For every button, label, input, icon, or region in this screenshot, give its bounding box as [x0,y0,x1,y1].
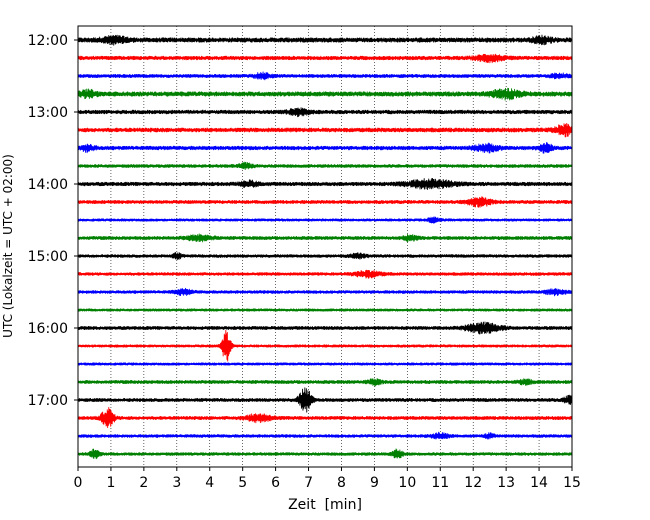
x-tick-label: 13 [497,475,515,491]
plot-background [78,26,572,467]
seismic-trace [77,107,573,118]
x-tick-label: 3 [172,475,181,491]
seismic-trace [77,71,573,81]
seismic-trace [77,233,573,243]
y-tick-label: 15:00 [28,249,68,265]
x-tick-label: 4 [205,475,214,491]
seismic-trace [77,123,573,138]
seismic-trace [77,177,573,190]
x-tick-label: 14 [530,475,548,491]
y-axis: 12:00 13:00 14:00 15:00 16:00 17:00 [28,33,78,409]
x-tick-label: 15 [563,475,581,491]
seismic-trace [77,329,573,362]
trace-group [77,34,573,460]
x-tick-label: 0 [74,475,83,491]
seismic-trace [77,431,573,440]
y-tick-label: 13:00 [28,105,68,121]
x-tick-label: 11 [431,475,449,491]
plot-frame [77,25,573,468]
seismic-trace [77,362,573,366]
x-tick-label: 8 [337,475,346,491]
seismic-trace [77,321,573,335]
x-tick-label: 5 [238,475,247,491]
seismic-trace [77,34,573,46]
seismic-trace [77,378,573,387]
seismic-trace [77,87,573,101]
x-tick-label: 10 [398,475,416,491]
x-axis: 0 1 2 3 4 5 6 7 8 9 10 11 12 13 14 15 [74,467,581,491]
seismic-trace [77,269,573,279]
seismic-trace [77,216,573,224]
x-axis-label: Zeit [min] [288,497,362,513]
seismic-trace [77,142,573,154]
y-axis-label: UTC (Lokalzeit = UTC + 02:00) [1,154,15,338]
x-tick-label: 9 [370,475,379,491]
x-tick-label: 1 [106,475,115,491]
y-tick-label: 17:00 [28,393,68,409]
seismic-trace [77,448,573,460]
x-tick-label: 6 [271,475,280,491]
seismic-trace [77,287,573,297]
seismic-trace [77,308,573,312]
seismic-trace [77,53,573,64]
seismic-trace [77,161,573,171]
y-tick-label: 14:00 [28,177,68,193]
y-tick-label: 16:00 [28,321,68,337]
x-tick-label: 7 [304,475,313,491]
seismic-trace [77,407,573,428]
x-tick-label: 2 [139,475,148,491]
x-tick-label: 12 [464,475,482,491]
y-tick-label: 12:00 [28,33,68,49]
seismic-trace [77,387,573,413]
seismic-trace [77,196,573,208]
seismic-trace [77,252,573,260]
